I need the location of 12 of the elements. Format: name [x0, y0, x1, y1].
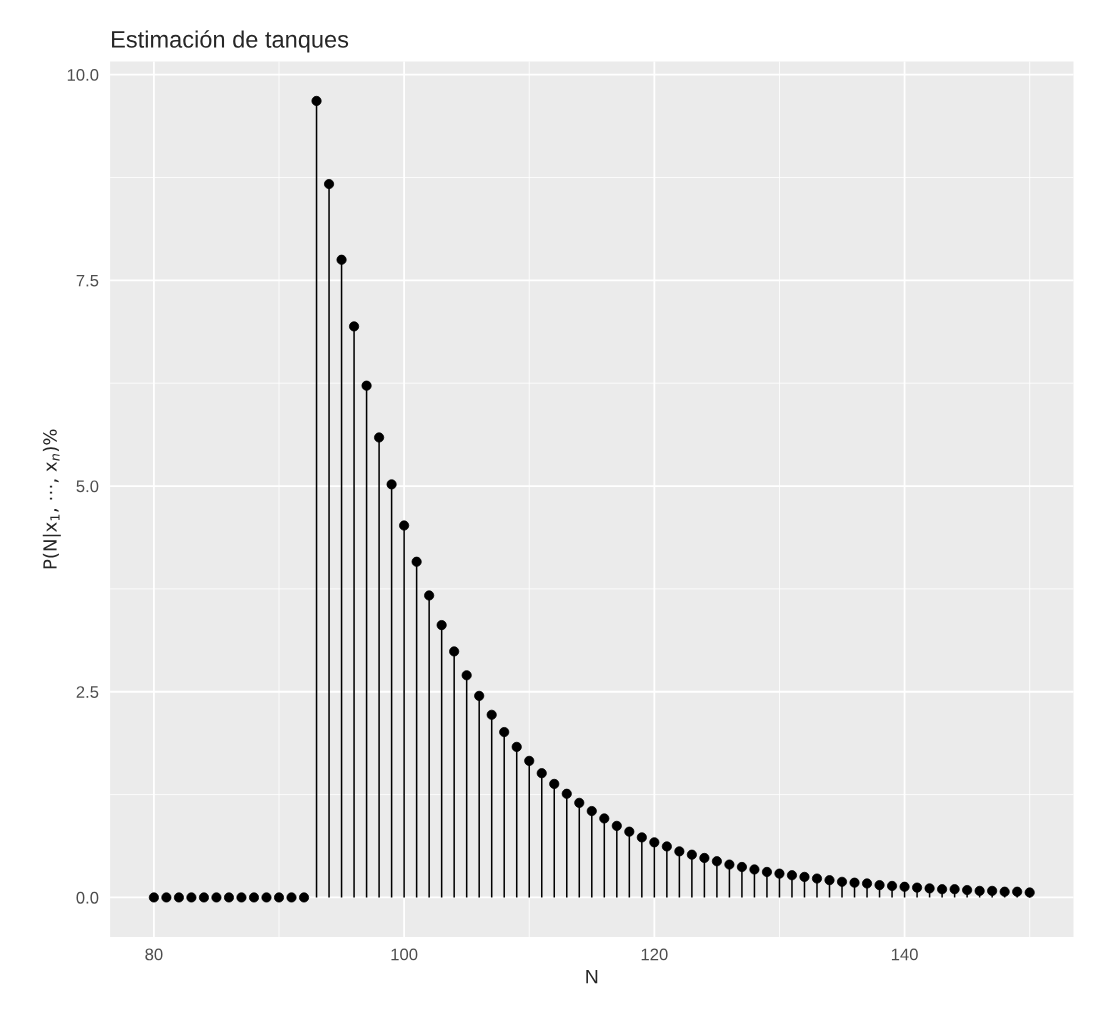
- x-axis-title: N: [586, 969, 598, 984]
- y-tick-label: 7.5: [76, 274, 99, 287]
- x-tick-label: 120: [641, 948, 668, 961]
- y-tick-label: 0.0: [76, 891, 99, 904]
- x-tick-label: 100: [391, 948, 418, 961]
- chart-title: Estimación de tanques: [112, 30, 349, 53]
- y-axis-title: P(N|x$_{1}$, ⋯, x$_{n}$)%: [42, 429, 61, 569]
- y-tick-label: 2.5: [76, 686, 99, 698]
- x-tick-label: 80: [145, 948, 163, 961]
- y-tick-label: 5.0: [76, 480, 99, 493]
- y-tick-label: 10.0: [67, 69, 99, 81]
- x-tick-label: 140: [891, 948, 918, 961]
